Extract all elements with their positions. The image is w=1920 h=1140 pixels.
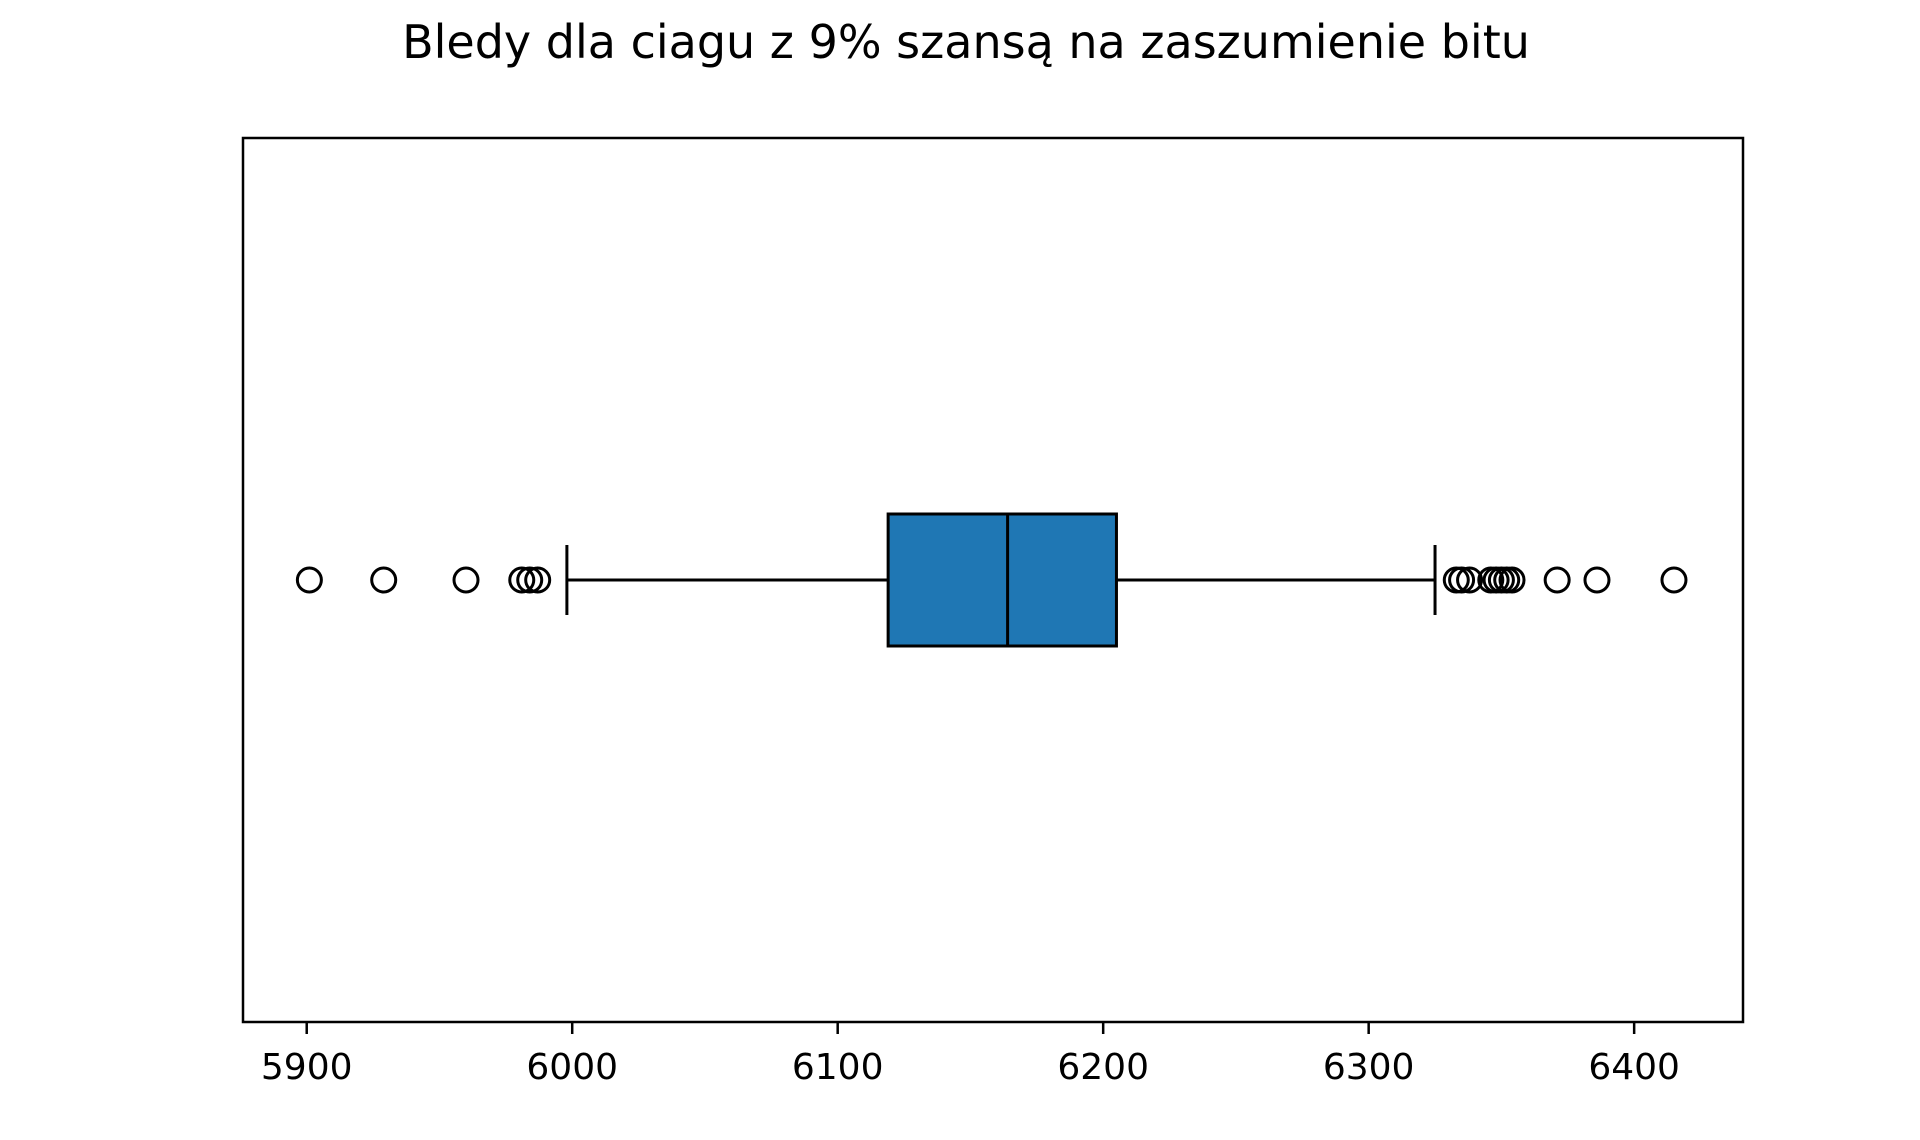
outlier-point: [516, 566, 544, 594]
outlier-point: [1448, 566, 1476, 594]
iqr-box: [886, 512, 1118, 648]
outlier-point: [1660, 566, 1688, 594]
plot-area: [295, 512, 1688, 648]
x-tick-label: 6300: [1323, 1047, 1415, 1088]
x-tick-label: 6000: [526, 1047, 618, 1088]
outlier-point: [370, 566, 398, 594]
outlier-point: [1498, 566, 1526, 594]
outlier-point: [1583, 566, 1611, 594]
x-tick-label: 6400: [1588, 1047, 1680, 1088]
outlier-point: [524, 566, 552, 594]
outlier-point: [1543, 566, 1571, 594]
chart-title: Bledy dla ciagu z 9% szansą na zaszumien…: [402, 15, 1530, 69]
axes-frame: [241, 136, 1745, 1024]
x-tick-label: 5900: [261, 1047, 353, 1088]
x-tick-label: 6200: [1057, 1047, 1149, 1088]
outlier-point: [1456, 566, 1484, 594]
outlier-point: [452, 566, 480, 594]
x-axis: 5900 6000 6100 6200 6300 6400: [261, 1022, 1680, 1088]
x-tick-label: 6100: [792, 1047, 884, 1088]
outlier-point: [508, 566, 536, 594]
outlier-point: [295, 566, 323, 594]
